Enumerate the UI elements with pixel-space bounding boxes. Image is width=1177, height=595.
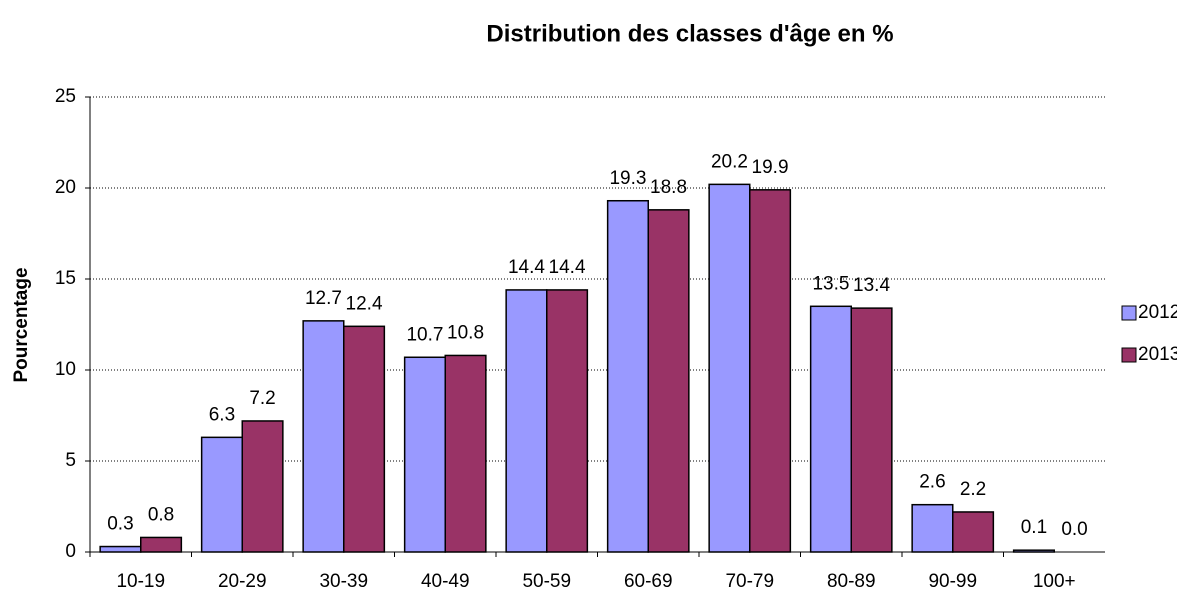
bar: [241, 420, 284, 553]
value-label: 10.8: [447, 322, 484, 343]
bar: [952, 511, 995, 553]
x-tick-label: 60-69: [624, 571, 673, 592]
x-tick-label: 70-79: [725, 571, 774, 592]
value-label: 6.3: [209, 404, 235, 425]
value-label: 18.8: [650, 177, 687, 198]
bar: [403, 356, 446, 553]
y-tick-label: 10: [55, 359, 76, 380]
value-label: 14.4: [549, 257, 586, 278]
y-tick-label: 5: [65, 450, 76, 471]
x-tick-label: 100+: [1033, 571, 1076, 592]
value-label: 13.4: [853, 275, 890, 296]
value-label: 19.3: [609, 168, 646, 189]
bar: [343, 325, 386, 553]
value-label: 2.6: [919, 472, 945, 493]
value-label: 2.2: [960, 479, 986, 500]
bar: [140, 536, 183, 553]
x-tick-label: 30-39: [319, 571, 368, 592]
value-label: 12.4: [346, 293, 383, 314]
legend-label: 2012: [1138, 302, 1177, 323]
bar: [911, 503, 954, 553]
x-tick-label: 10-19: [116, 571, 165, 592]
x-tick-label: 90-99: [928, 571, 977, 592]
value-label: 0.8: [148, 504, 174, 525]
y-tick-label: 20: [55, 177, 76, 198]
bar: [708, 183, 751, 553]
bar: [606, 199, 650, 553]
value-label: 0.0: [1061, 519, 1087, 540]
value-label: 0.1: [1021, 517, 1047, 538]
bar: [647, 209, 690, 553]
value-label: 10.7: [406, 324, 443, 345]
value-label: 13.5: [812, 273, 849, 294]
bar: [546, 289, 589, 553]
value-label: 14.4: [508, 257, 545, 278]
value-label: 0.3: [107, 514, 133, 535]
legend-swatch: [1121, 347, 1137, 363]
value-label: 20.2: [711, 151, 748, 172]
bar: [749, 189, 792, 553]
value-label: 19.9: [752, 157, 789, 178]
bar: [200, 436, 243, 553]
y-axis-label: Pourcentage: [11, 267, 32, 382]
legend-label: 2013: [1138, 344, 1177, 365]
x-tick-label: 20-29: [218, 571, 267, 592]
value-label: 7.2: [249, 388, 275, 409]
bar: [809, 305, 853, 553]
value-label: 12.7: [305, 288, 342, 309]
y-tick-label: 25: [55, 86, 76, 107]
bar: [99, 545, 142, 553]
x-tick-label: 80-89: [827, 571, 876, 592]
chart-title: Distribution des classes d'âge en %: [486, 20, 893, 47]
bar: [505, 289, 548, 553]
bar: [302, 320, 345, 553]
bar: [1012, 549, 1056, 553]
bar: [850, 307, 893, 553]
y-tick-label: 15: [55, 268, 76, 289]
legend-swatch: [1121, 305, 1137, 321]
x-tick-label: 50-59: [522, 571, 571, 592]
bar: [444, 354, 487, 553]
y-tick-label: 0: [65, 541, 76, 562]
x-tick-label: 40-49: [421, 571, 470, 592]
